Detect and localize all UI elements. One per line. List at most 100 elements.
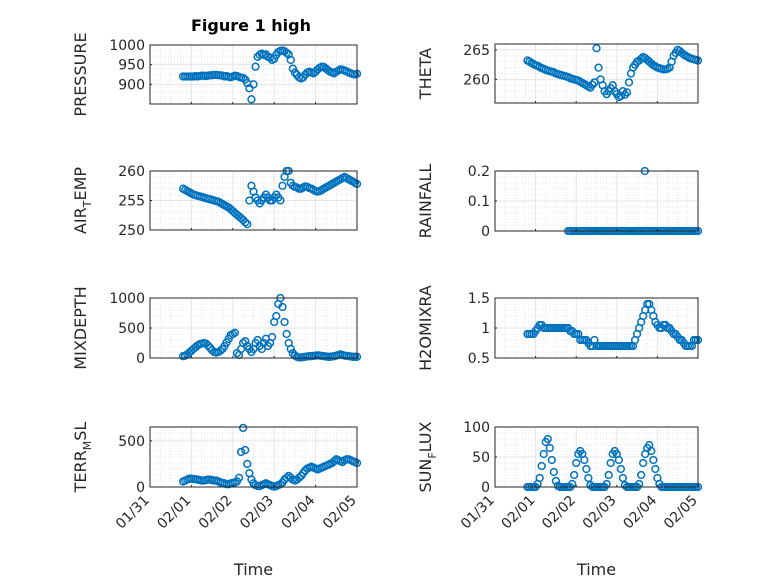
data-point — [539, 449, 548, 459]
subplot-1: 900 950 1000 PRESSURE — [71, 32, 362, 117]
data-point — [572, 458, 581, 468]
y-axis-label: RAINFALL — [416, 164, 435, 239]
data-point — [592, 43, 601, 53]
y-tick-label: 0 — [136, 351, 145, 367]
data-point — [294, 473, 304, 482]
axes-box — [494, 43, 699, 104]
y-tick-label: 500 — [118, 321, 145, 337]
data-point — [616, 91, 626, 101]
y-axis-label-main: H2OMIXRA — [416, 285, 435, 371]
x-axis-label: Time — [576, 560, 616, 579]
data-point — [543, 434, 552, 444]
data-point — [637, 470, 646, 480]
data-point — [582, 464, 591, 474]
data-point — [614, 455, 623, 465]
data-point — [622, 88, 632, 97]
data-point — [236, 214, 246, 223]
data-point — [547, 455, 556, 465]
data-point — [535, 473, 544, 483]
y-axis-label-rest: LUX — [416, 421, 435, 452]
data-point — [267, 332, 277, 342]
data-point — [234, 473, 244, 482]
y-tick-label: 0.5 — [468, 351, 490, 367]
y-axis-label-subscript: F — [426, 452, 439, 458]
subplot-6: 0.5 1 1.5 H2OMIXRA — [416, 285, 703, 371]
series-markers — [523, 299, 703, 351]
data-point — [288, 64, 297, 73]
y-axis-label: TERRMSL — [71, 422, 94, 494]
data-point — [276, 196, 285, 205]
data-point — [282, 329, 291, 339]
subplot-3: 250 255 260 AIRTEMP — [71, 164, 362, 239]
data-point — [286, 55, 295, 65]
y-tick-label: 0.2 — [468, 164, 490, 180]
data-point — [606, 458, 615, 468]
y-tick-label: 950 — [118, 58, 145, 74]
data-point — [230, 328, 240, 337]
y-tick-label: 250 — [118, 223, 145, 239]
y-tick-label: 1000 — [109, 38, 145, 54]
data-point — [216, 346, 225, 355]
data-point — [201, 339, 211, 348]
y-axis-label-subscript: T — [81, 200, 94, 208]
y-axis-label: THETA — [416, 48, 435, 100]
y-tick-label: 0 — [481, 224, 490, 240]
data-point — [203, 341, 213, 350]
y-axis-label-main: RAINFALL — [416, 164, 435, 239]
data-point — [620, 90, 630, 99]
axes-box — [149, 44, 358, 105]
y-axis-label-main: PRESSURE — [71, 32, 90, 116]
data-point — [545, 443, 554, 453]
data-point — [323, 66, 333, 75]
series-markers — [178, 423, 362, 491]
y-tick-label: 500 — [118, 434, 145, 450]
data-point — [286, 344, 295, 354]
figure-title: Figure 1 high — [191, 16, 311, 35]
series-markers — [178, 46, 362, 104]
data-point — [588, 80, 597, 89]
y-axis-label-main: TERR — [71, 450, 90, 493]
data-point — [276, 480, 285, 489]
y-tick-label: 1000 — [109, 291, 145, 307]
data-point — [241, 218, 250, 227]
y-axis-label-main: AIR — [71, 207, 90, 234]
data-point — [624, 78, 634, 87]
data-point — [280, 317, 289, 327]
data-point — [549, 467, 559, 477]
data-point — [241, 445, 250, 455]
data-point — [249, 80, 258, 89]
data-point — [247, 95, 256, 104]
y-tick-label: 260 — [463, 72, 490, 88]
data-point — [618, 473, 628, 483]
data-point — [651, 464, 660, 474]
y-tick-label: 265 — [463, 43, 490, 59]
data-point — [290, 68, 300, 77]
y-tick-label: 0 — [481, 480, 490, 496]
data-point — [649, 455, 658, 465]
y-axis-label: SUNFLUX — [416, 421, 439, 492]
y-axis-label-subscript: M — [81, 441, 94, 451]
data-point — [282, 48, 291, 58]
subplot-5: 0 500 1000 MIXDEPTH — [71, 286, 362, 370]
y-tick-label: 900 — [118, 77, 145, 93]
data-point — [278, 302, 287, 312]
data-point — [570, 470, 579, 480]
data-point — [278, 181, 287, 190]
y-axis-label: MIXDEPTH — [71, 286, 90, 369]
y-tick-label: 260 — [118, 164, 145, 180]
x-axis-label: Time — [233, 560, 273, 579]
data-point — [251, 62, 260, 71]
series-markers — [523, 43, 703, 102]
data-point — [270, 54, 279, 63]
y-tick-label: 1.5 — [468, 291, 490, 307]
subplot-2: 260 265 THETA — [416, 43, 703, 104]
data-point — [580, 455, 589, 465]
axes-box — [149, 426, 358, 488]
data-point — [639, 458, 648, 468]
data-point — [232, 349, 242, 358]
y-tick-label: 50 — [472, 450, 490, 466]
y-axis-label-main: SUN — [416, 459, 435, 493]
data-point — [239, 73, 248, 83]
